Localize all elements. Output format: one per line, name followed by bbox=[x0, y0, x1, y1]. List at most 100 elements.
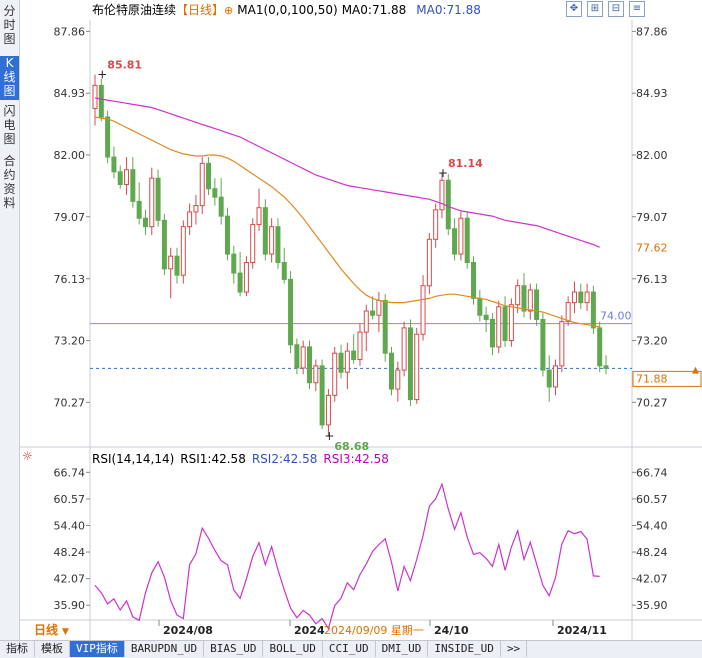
rsi2-value: RSI2:42.58 bbox=[251, 452, 318, 466]
candlestick-chart: +85.81+81.14+68.68 bbox=[90, 59, 632, 453]
candle-body bbox=[527, 289, 533, 312]
candle-body bbox=[471, 262, 477, 299]
rsi-label-left-1: 60.57 bbox=[54, 493, 86, 506]
more-icon[interactable]: ≡ bbox=[629, 1, 645, 17]
left-tab-2[interactable]: 闪电图 bbox=[3, 104, 16, 146]
left-tab-3[interactable]: 合约资料 bbox=[3, 154, 16, 210]
rsi3-value: RSI3:42.58 bbox=[323, 452, 389, 466]
instrument-name: 布伦特原油连续 bbox=[92, 3, 177, 17]
candle-body bbox=[597, 327, 603, 367]
ma-fast-line bbox=[94, 116, 600, 328]
candle-body bbox=[603, 365, 609, 369]
right-label-2: 71.88 bbox=[636, 372, 668, 385]
candle-body bbox=[262, 207, 268, 255]
candle-body bbox=[401, 327, 407, 371]
y-label-left-2: 82.00 bbox=[54, 149, 86, 162]
candle-body bbox=[458, 217, 464, 255]
contract-icon[interactable]: ⊟ bbox=[608, 1, 624, 17]
indicator-tab-9[interactable]: >> bbox=[501, 641, 528, 657]
indicator-tab-6[interactable]: CCI_UD bbox=[323, 641, 376, 657]
candle-body bbox=[155, 177, 161, 221]
add-icon[interactable]: ⊕ bbox=[224, 4, 234, 17]
candle-body bbox=[483, 314, 489, 320]
candle-body bbox=[578, 291, 584, 304]
candle-body bbox=[319, 365, 325, 426]
candle-body bbox=[237, 272, 243, 293]
candle-body bbox=[117, 171, 123, 185]
indicator-tab-5[interactable]: BOLL_UD bbox=[263, 641, 323, 657]
candle-body bbox=[464, 217, 470, 264]
candle-body bbox=[565, 302, 571, 323]
chart-header: 布伦特原油连续【日线】⊕ MA1(0,0,100,50) MA0:71.88 MA0:… bbox=[92, 1, 481, 19]
axis-labels: 87.86 87.86 84.93 84.93 82.00 82.00 79.07 79.07… bbox=[34, 25, 702, 637]
right-label-0: 77.62 bbox=[636, 241, 668, 254]
x-label-2: 24/10 bbox=[434, 624, 469, 637]
candle-body bbox=[325, 394, 331, 426]
candle-body bbox=[187, 211, 193, 228]
indicator-tab-2[interactable]: VIP指标 bbox=[70, 641, 125, 657]
y-label-right-1: 84.93 bbox=[636, 87, 668, 100]
left-tab-0[interactable]: 分时图 bbox=[3, 4, 16, 46]
candle-body bbox=[130, 169, 136, 202]
candle-body bbox=[420, 285, 426, 335]
rsi-label-right-0: 66.74 bbox=[636, 466, 668, 479]
rsi-label: RSI(14,14,14) bbox=[92, 452, 175, 466]
indicator-tab-1[interactable]: 模板 bbox=[35, 641, 70, 657]
candle-body bbox=[149, 177, 155, 228]
candle-body bbox=[243, 262, 249, 293]
rsi-label-left-2: 54.40 bbox=[54, 520, 86, 533]
candle-body bbox=[508, 304, 514, 342]
candle-body bbox=[363, 310, 369, 333]
candle-body bbox=[269, 226, 275, 255]
annotation-marker-2: + bbox=[324, 429, 334, 443]
candle-body bbox=[174, 255, 180, 276]
indicator-tab-8[interactable]: INSIDE_UD bbox=[428, 641, 501, 657]
rsi-label-right-2: 54.40 bbox=[636, 520, 668, 533]
annotation-label-2: 68.68 bbox=[334, 440, 369, 453]
y-label-left-4: 76.13 bbox=[54, 273, 86, 286]
period-tag[interactable]: 【日线】 bbox=[176, 3, 225, 17]
move-icon[interactable]: ✥ bbox=[566, 1, 582, 17]
candle-body bbox=[199, 162, 205, 207]
candle-body bbox=[590, 291, 596, 329]
indicator-tab-4[interactable]: BIAS_UD bbox=[204, 641, 264, 657]
candle-body bbox=[414, 333, 420, 401]
y-label-left-0: 87.86 bbox=[54, 25, 86, 38]
candle-body bbox=[332, 352, 338, 396]
rsi-label-left-4: 42.07 bbox=[54, 573, 86, 586]
indicator-tab-0[interactable]: 指标 bbox=[0, 641, 35, 657]
candle-body bbox=[496, 306, 502, 348]
candle-body bbox=[180, 226, 186, 276]
candle-body bbox=[275, 226, 281, 264]
y-label-right-2: 82.00 bbox=[636, 149, 668, 162]
ma-slow-line bbox=[94, 97, 600, 248]
expand-icon[interactable]: ⊞ bbox=[587, 1, 603, 17]
candle-body bbox=[357, 331, 363, 361]
annotation-label-0: 85.81 bbox=[107, 59, 142, 72]
indicator-tab-7[interactable]: DMI_UD bbox=[376, 641, 429, 657]
candle-body bbox=[92, 84, 98, 110]
candle-body bbox=[344, 350, 350, 373]
candle-body bbox=[193, 205, 199, 213]
ma-label: MA1(0,0,100,50) bbox=[237, 3, 338, 17]
candle-body bbox=[218, 196, 224, 217]
indicator-tab-3[interactable]: BARUPDN_UD bbox=[125, 641, 205, 657]
candle-body bbox=[338, 352, 344, 373]
rsi1-value: RSI1:42.58 bbox=[180, 452, 246, 466]
candle-body bbox=[231, 253, 237, 274]
up-arrow-icon: ▲ bbox=[692, 365, 699, 375]
candle-body bbox=[584, 291, 590, 304]
candle-body bbox=[306, 346, 312, 384]
y-label-right-4: 76.13 bbox=[636, 273, 668, 286]
rsi-label-right-3: 48.24 bbox=[636, 546, 668, 559]
bottom-indicator-bar: 指标 模板 VIP指标 BARUPDN_UD BIAS_UD BOLL_UD CCI_UD D… bbox=[0, 640, 702, 658]
candle-body bbox=[546, 369, 552, 388]
candle-body bbox=[521, 285, 527, 312]
rsi-label-right-1: 60.57 bbox=[636, 493, 668, 506]
right-label-1: 74.00 bbox=[600, 310, 632, 323]
rsi-label-left-5: 35.90 bbox=[54, 599, 86, 612]
candle-body bbox=[571, 291, 577, 304]
candle-body bbox=[351, 350, 357, 361]
